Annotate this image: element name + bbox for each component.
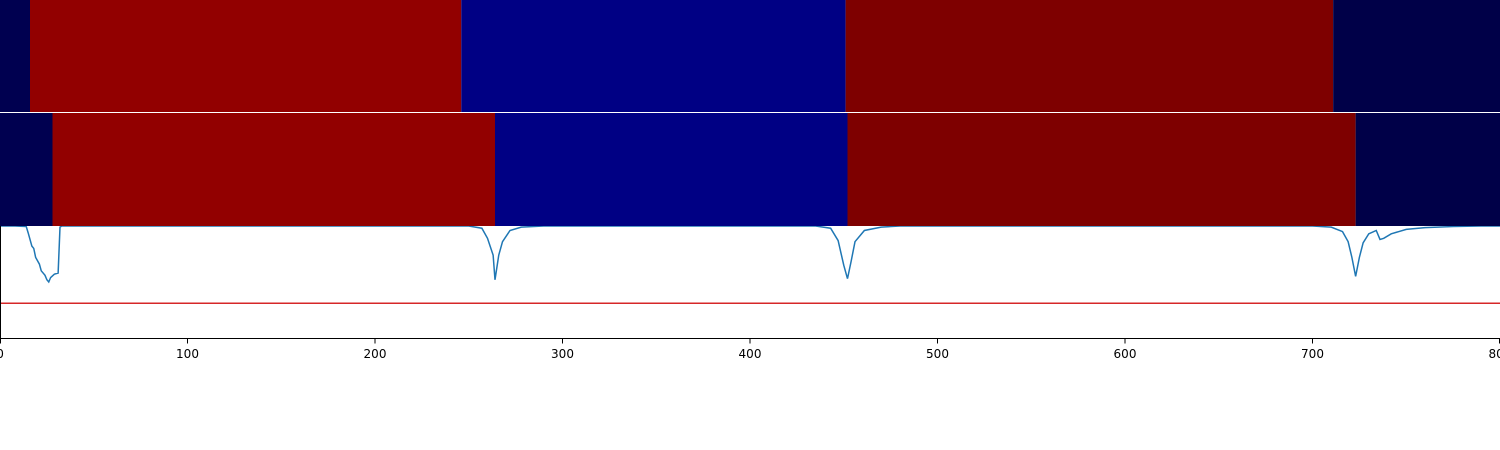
x-tick-label-500: 500 xyxy=(926,347,949,361)
x-tick-label-800: 800 xyxy=(1489,347,1500,361)
segmentation-a-segment-3 xyxy=(461,0,846,112)
row-separator xyxy=(0,112,1500,113)
x-tick-label-300: 300 xyxy=(551,347,574,361)
segmentation-a-segment-1 xyxy=(0,0,30,112)
x-tick-label-0: 0 xyxy=(0,347,4,361)
line-plot-panel xyxy=(0,226,1500,339)
segmentation-b-segment-4 xyxy=(847,113,1356,226)
segmentation-a-segment-5 xyxy=(1333,0,1500,112)
x-tick-label-600: 600 xyxy=(1114,347,1137,361)
segmentation-b-segment-1 xyxy=(0,113,53,226)
segmentation-b-panel xyxy=(0,112,1500,226)
segmentation-b-segment-3 xyxy=(495,113,848,226)
x-tick-label-400: 400 xyxy=(739,347,762,361)
x-axis: 0 100 200 300 400 500 600 700 800 xyxy=(0,338,1500,361)
segmentation-a-panel xyxy=(0,0,1500,112)
segmentation-a-segment-2 xyxy=(30,0,462,112)
x-tick-label-100: 100 xyxy=(176,347,199,361)
segmentation-b-segment-2 xyxy=(52,113,495,226)
line-plot-background xyxy=(0,226,1500,338)
segmentation-a-segment-4 xyxy=(845,0,1334,112)
segmentation-b-segment-5 xyxy=(1355,113,1500,226)
boundary-score-line xyxy=(0,226,1500,284)
x-tick-label-200: 200 xyxy=(364,347,387,361)
x-tick-label-700: 700 xyxy=(1301,347,1324,361)
